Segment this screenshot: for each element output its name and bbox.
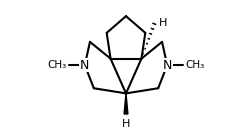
Text: H: H bbox=[159, 18, 167, 28]
Text: CH₃: CH₃ bbox=[48, 60, 67, 70]
Text: CH₃: CH₃ bbox=[185, 60, 204, 70]
Text: H: H bbox=[122, 119, 130, 129]
Text: N: N bbox=[80, 59, 89, 72]
Polygon shape bbox=[124, 93, 128, 114]
Text: N: N bbox=[163, 59, 172, 72]
